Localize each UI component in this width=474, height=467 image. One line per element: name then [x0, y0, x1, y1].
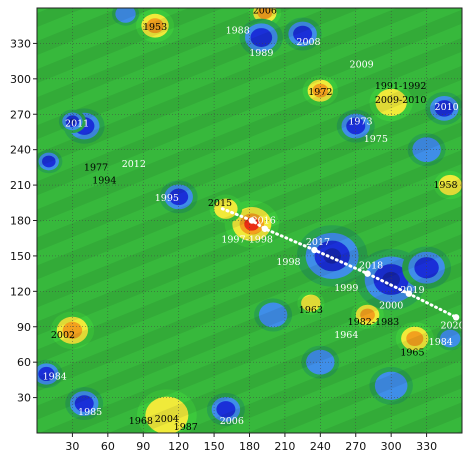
- annotation-10: 2011: [65, 119, 89, 130]
- x-tick-label-1: 60: [101, 440, 115, 453]
- x-tick-label-2: 90: [136, 440, 150, 453]
- annotation-29: 2020: [440, 321, 464, 332]
- annotation-16: 1958: [433, 180, 457, 191]
- y-tick-label-9: 300: [10, 73, 31, 86]
- annotation-7: 1972: [308, 87, 332, 98]
- annotation-36: 1968: [129, 416, 153, 427]
- annotation-25: 2019: [400, 285, 424, 296]
- trajectory: [220, 207, 460, 321]
- y-tick-label-7: 240: [10, 144, 31, 157]
- x-tick-label-10: 330: [416, 440, 437, 453]
- annotation-11: 1973: [348, 116, 372, 127]
- trajectory-marker-1: [261, 225, 269, 232]
- x-tick-label-7: 240: [310, 440, 331, 453]
- y-tick-label-3: 120: [10, 285, 31, 298]
- annotation-5: 2009: [350, 60, 374, 71]
- y-tick-label-6: 210: [10, 179, 31, 192]
- annotation-15: 1994: [92, 175, 116, 186]
- annotation-22: 1998: [276, 257, 300, 268]
- annotation-27: 1963: [299, 305, 323, 316]
- annotation-34: 1984: [43, 371, 67, 382]
- y-tick-label-10: 330: [10, 37, 31, 50]
- annotation-23: 2018: [359, 260, 383, 271]
- trajectory-marker-3: [364, 270, 371, 277]
- trajectory-marker-2: [311, 246, 318, 254]
- annotation-17: 1995: [155, 193, 179, 204]
- x-tick-label-5: 180: [239, 440, 260, 453]
- annotation-12: 1975: [364, 134, 388, 145]
- annotation-31: 1964: [334, 330, 358, 341]
- annotation-26: 2000: [379, 301, 403, 312]
- annotation-33: 1965: [400, 348, 424, 359]
- y-tick-label-1: 60: [17, 356, 31, 369]
- annotation-4: 1989: [249, 48, 273, 59]
- y-tick-label-0: 30: [17, 392, 31, 405]
- x-tick-label-8: 270: [345, 440, 366, 453]
- x-tick-label-6: 210: [274, 440, 295, 453]
- annotation-14: 1977: [84, 162, 108, 173]
- annotation-30: 2002: [51, 330, 75, 341]
- annotation-6: 1991-1992: [375, 81, 427, 92]
- x-tick-label-4: 150: [204, 440, 225, 453]
- annotation-32: 1984: [429, 337, 453, 348]
- annotation-1: 1953: [143, 22, 167, 33]
- annotation-24: 1999: [334, 283, 358, 294]
- annotation-3: 2008: [296, 37, 320, 48]
- y-tick-label-2: 90: [17, 321, 31, 334]
- trajectory-marker-0: [248, 217, 256, 224]
- annotation-13: 2012: [122, 159, 146, 170]
- trajectory-marker-5: [452, 314, 460, 321]
- y-tick-label-4: 150: [10, 250, 31, 263]
- y-tick-label-8: 270: [10, 108, 31, 121]
- trajectory-marker-4: [405, 290, 413, 297]
- annotation-19: 2016: [252, 216, 276, 227]
- annotation-20: 1997-1998: [221, 234, 273, 245]
- annotation-38: 1987: [174, 422, 198, 433]
- annotation-39: 2006: [220, 416, 244, 427]
- annotation-18: 2015: [208, 198, 232, 209]
- annotation-37: 2004: [155, 414, 179, 425]
- y-tick-label-5: 180: [10, 215, 31, 228]
- grid-lines: [37, 8, 462, 433]
- annotation-9: 2010: [435, 102, 459, 113]
- x-tick-label-0: 30: [65, 440, 79, 453]
- annotation-35: 1985: [78, 407, 102, 418]
- x-axis-ticks: 30 60 90 120 150 180 210 240 270 300 330: [65, 433, 437, 453]
- annotation-2: 1988: [226, 25, 250, 36]
- y-axis-ticks: 30 60 90 120 150 180 210 240 270 300 330: [10, 37, 37, 405]
- x-tick-label-9: 300: [381, 440, 402, 453]
- annotation-0: 2006: [253, 5, 277, 16]
- annotation-21: 2017: [306, 237, 330, 248]
- x-tick-label-3: 120: [168, 440, 189, 453]
- annotation-28: 1982-1983: [348, 317, 400, 328]
- annotation-8: 2009-2010: [375, 95, 427, 106]
